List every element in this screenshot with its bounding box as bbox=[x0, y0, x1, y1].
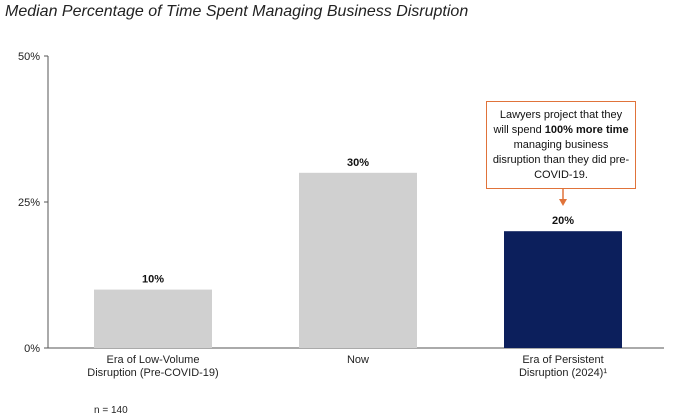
bar-value-label: 10% bbox=[142, 274, 164, 286]
callout-emphasis: 100% more time bbox=[544, 124, 629, 136]
x-category-label: Era of Persistent Disruption (2024)¹ bbox=[519, 354, 607, 379]
x-category-label: Era of Low-Volume Disruption (Pre-COVID-1… bbox=[87, 354, 218, 379]
callout-text: managing business disruption than they d… bbox=[492, 139, 630, 181]
annotation-callout: Lawyers project that they will spend 100… bbox=[486, 101, 636, 189]
y-tick-label: 50% bbox=[18, 51, 40, 63]
y-tick-label: 0% bbox=[24, 343, 40, 355]
bar bbox=[94, 289, 212, 348]
callout-text: Lawyers project that they will spend bbox=[493, 109, 623, 136]
bar-value-label: 30% bbox=[347, 157, 369, 169]
bar-value-label: 20% bbox=[552, 215, 574, 227]
sample-size-note: n = 140 bbox=[94, 405, 128, 416]
bar bbox=[299, 172, 417, 348]
chart-title: Median Percentage of Time Spent Managing… bbox=[5, 3, 469, 20]
y-tick-label: 25% bbox=[18, 197, 40, 209]
bar bbox=[504, 231, 622, 348]
callout-arrow-head bbox=[559, 199, 567, 206]
x-category-label: Now bbox=[347, 354, 369, 366]
